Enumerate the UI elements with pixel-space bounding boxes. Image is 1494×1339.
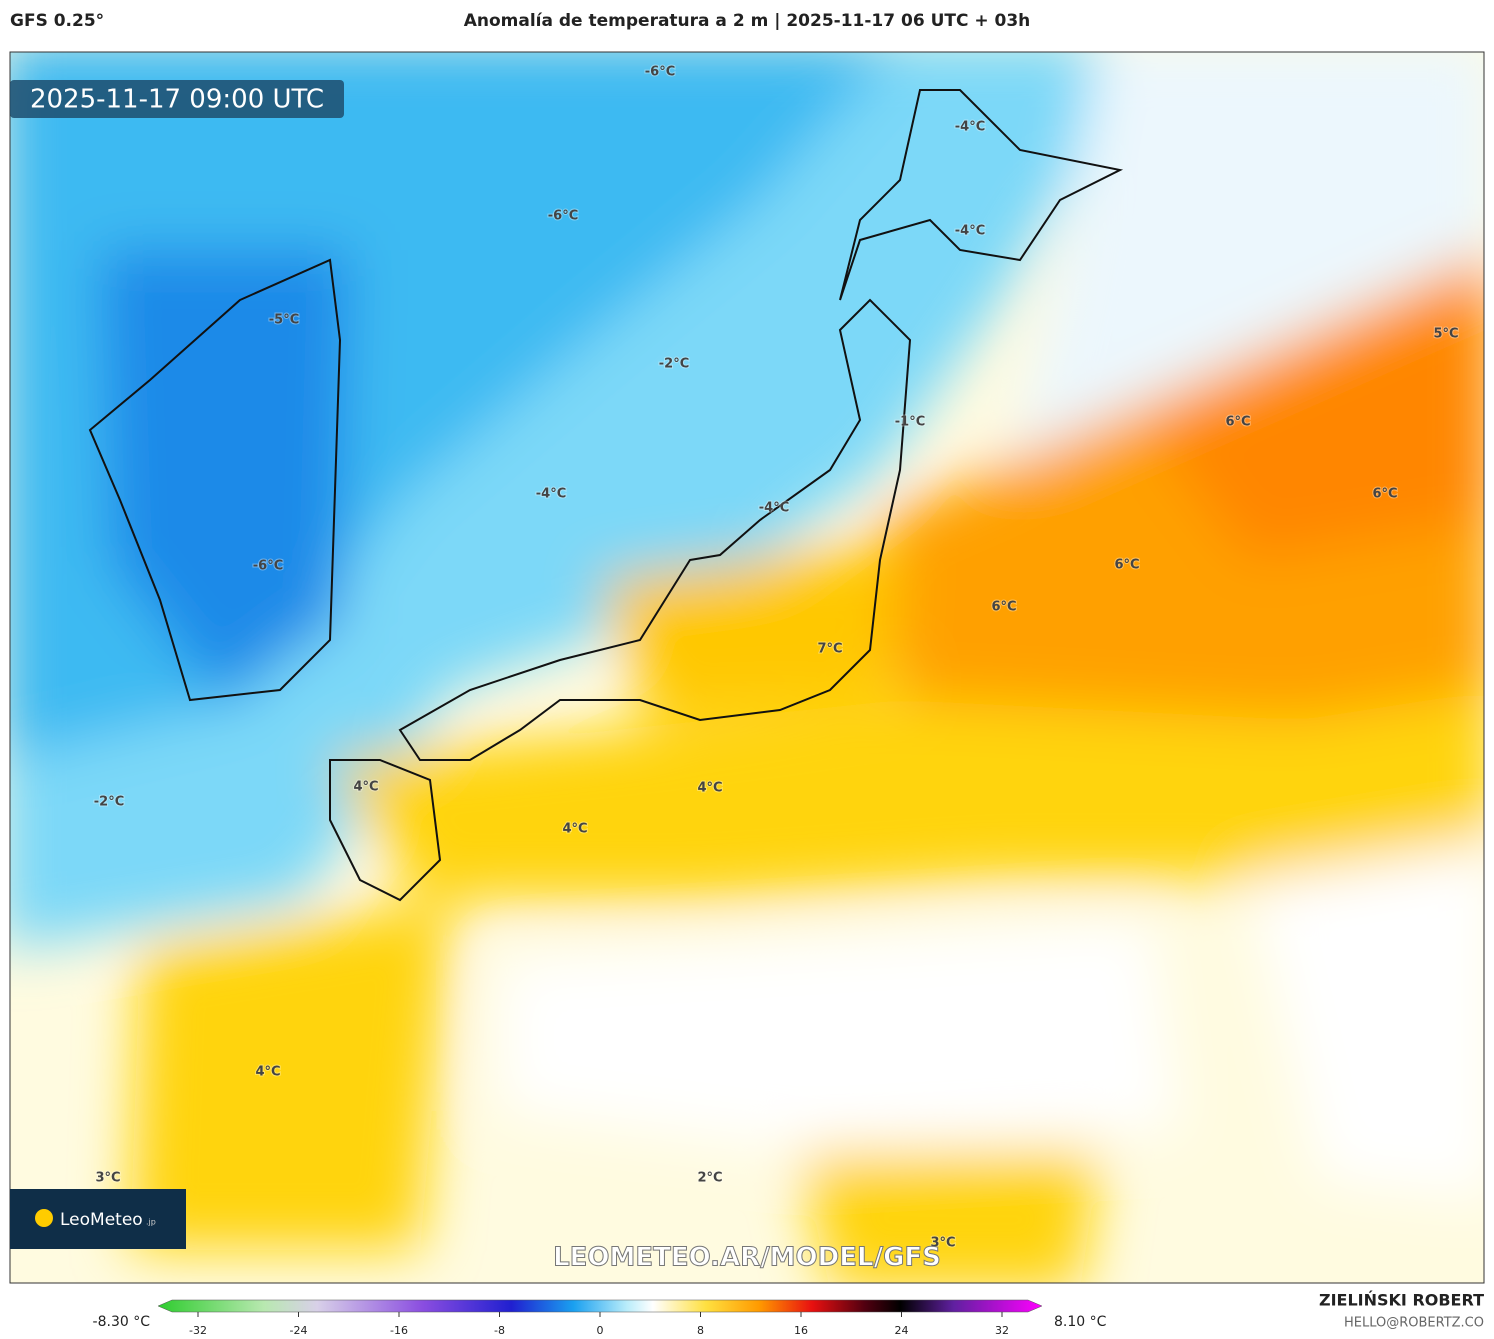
- map-label: 3°C: [930, 1236, 955, 1251]
- map-label: 5°C: [1433, 327, 1458, 342]
- colorbar-tick-label: 24: [895, 1324, 909, 1337]
- map-label: 3°C: [95, 1171, 120, 1186]
- colorbar-tick-label: -24: [290, 1324, 308, 1337]
- map-label: 4°C: [562, 822, 587, 837]
- map-title: Anomalía de temperatura a 2 m | 2025-11-…: [464, 11, 1031, 31]
- map-label: 6°C: [1225, 415, 1250, 430]
- map-label: -1°C: [895, 415, 925, 430]
- credit-email: HELLO@ROBERTZ.CO: [1344, 1316, 1484, 1331]
- map-label: -6°C: [645, 65, 675, 80]
- map-label: 6°C: [1372, 487, 1397, 502]
- map-label: 2°C: [697, 1171, 722, 1186]
- colorbar-max: 8.10 °C: [1054, 1314, 1107, 1330]
- colorbar-tick-label: 8: [697, 1324, 704, 1337]
- colorbar-tick-label: 32: [995, 1324, 1009, 1337]
- map-label: 7°C: [817, 642, 842, 657]
- colorbar-tick-label: 16: [794, 1324, 808, 1337]
- watermark: LEOMETEO.AR/MODEL/GFS: [553, 1243, 941, 1273]
- colorbar-tick-label: -16: [390, 1324, 408, 1337]
- map-label: -5°C: [269, 313, 299, 328]
- map-label: 4°C: [255, 1065, 280, 1080]
- timestamp: 2025-11-17 09:00 UTC: [30, 85, 324, 115]
- colorbar-tick-label: 0: [597, 1324, 604, 1337]
- model-name: GFS 0.25°: [10, 11, 104, 31]
- map-label: -4°C: [536, 487, 566, 502]
- colorbar-tick-label: -32: [189, 1324, 207, 1337]
- map-label: -2°C: [94, 795, 124, 810]
- colorbar: [157, 1299, 1043, 1313]
- map-label: -2°C: [659, 357, 689, 372]
- map-label: -4°C: [955, 224, 985, 239]
- credit-author: ZIELIŃSKI ROBERT: [1319, 1291, 1484, 1310]
- colorbar-tick-label: -8: [494, 1324, 505, 1337]
- map-label: 6°C: [1114, 558, 1139, 573]
- logo-name: LeoMeteo: [60, 1210, 143, 1230]
- map-label: -6°C: [548, 209, 578, 224]
- map-label: 4°C: [697, 781, 722, 796]
- logo-suffix: .jp: [146, 1218, 156, 1227]
- map-label: -4°C: [955, 120, 985, 135]
- map-label: -6°C: [253, 559, 283, 574]
- colorbar-min: -8.30 °C: [93, 1314, 151, 1330]
- map: [10, 52, 1484, 1283]
- map-label: 4°C: [353, 780, 378, 795]
- map-label: 6°C: [991, 600, 1016, 615]
- map-label: -4°C: [759, 501, 789, 516]
